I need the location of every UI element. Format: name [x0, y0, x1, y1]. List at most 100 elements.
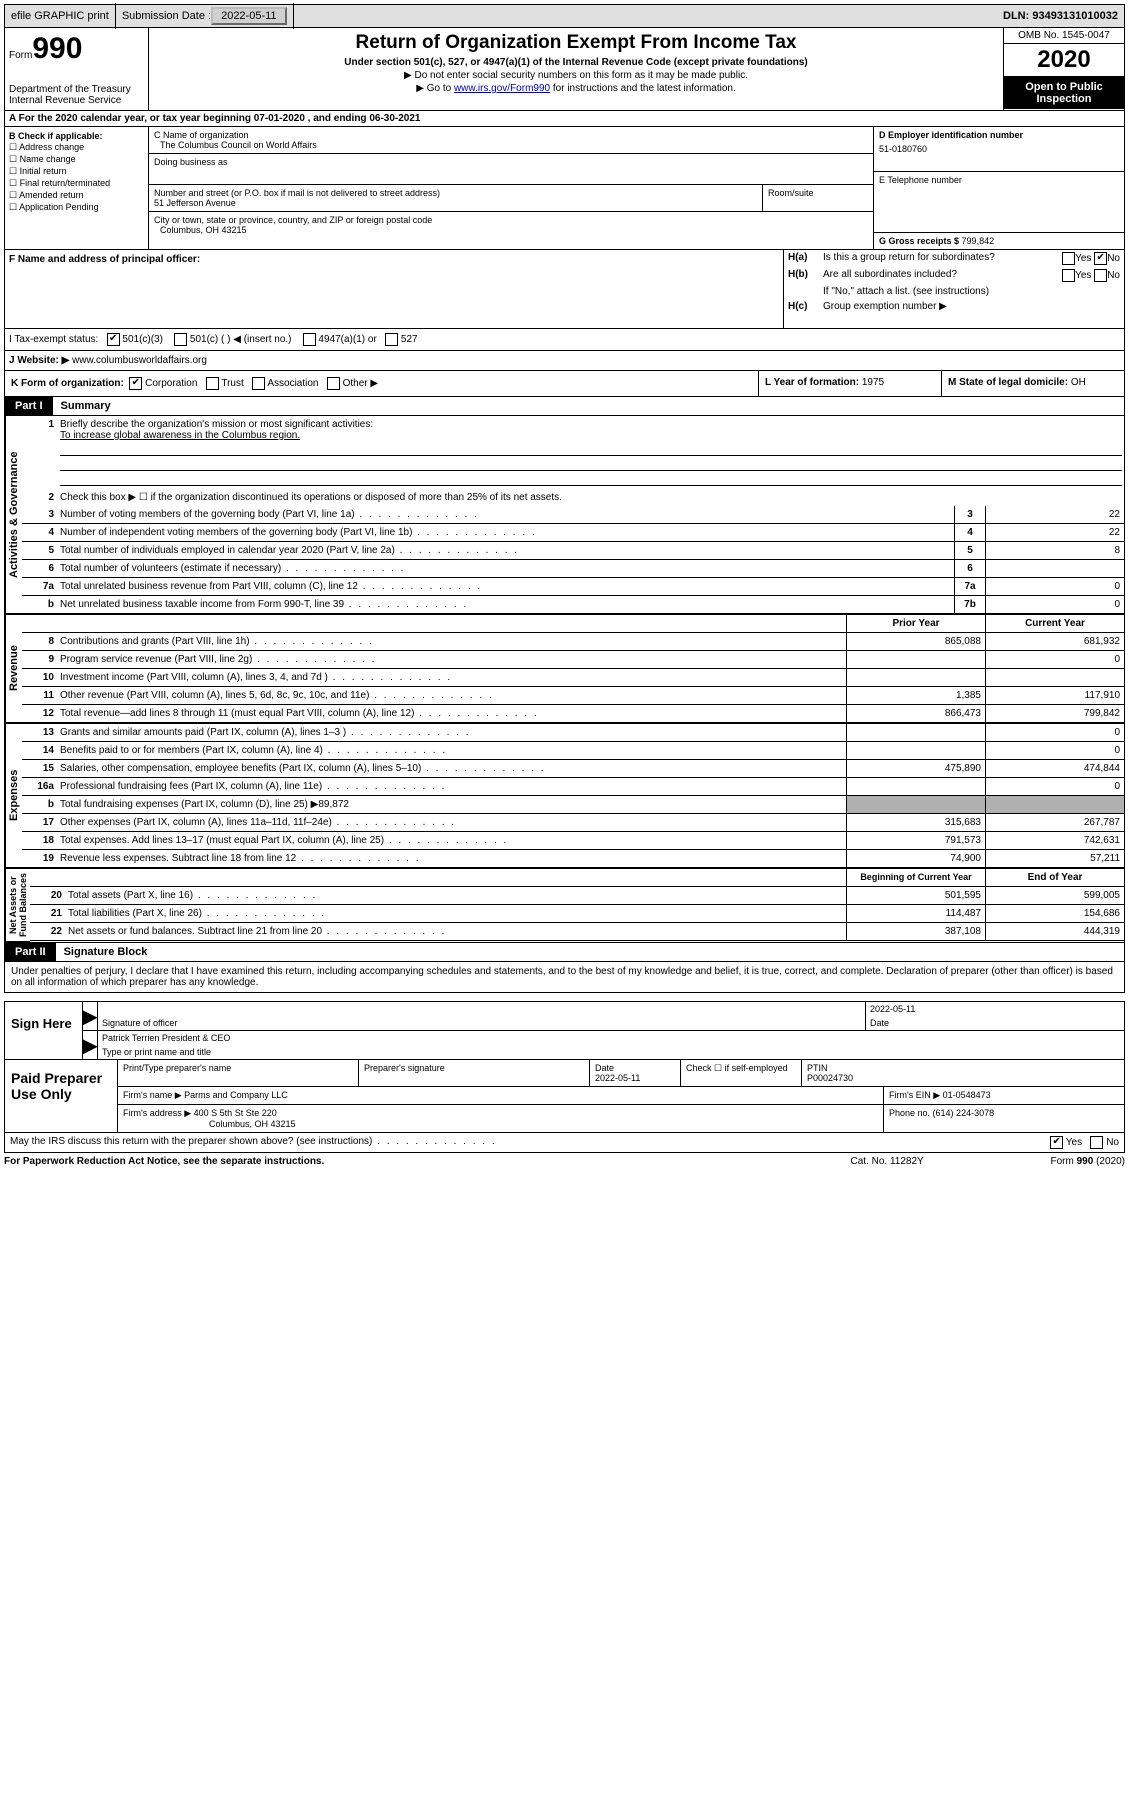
- row-22: 22Net assets or fund balances. Subtract …: [30, 923, 1124, 941]
- sign-arrow-1: ▶: [83, 1002, 98, 1030]
- phone-lbl: Phone no.: [889, 1108, 933, 1118]
- row-curr: 474,844: [985, 760, 1124, 777]
- i-501c-check[interactable]: [174, 333, 187, 346]
- sig-date-label: Date: [870, 1018, 1120, 1028]
- ein-cell: D Employer identification number 51-0180…: [874, 127, 1124, 172]
- hb-yes-check[interactable]: [1062, 269, 1075, 282]
- header-prior-year: Prior Year: [846, 615, 985, 632]
- chk-initial-return[interactable]: ☐ Initial return: [9, 166, 144, 177]
- row-21: 21Total liabilities (Part X, line 26)114…: [30, 905, 1124, 923]
- row-text: Other revenue (Part VIII, column (A), li…: [58, 687, 846, 704]
- row-18: 18Total expenses. Add lines 13–17 (must …: [22, 832, 1124, 850]
- k-opt-1: Trust: [221, 378, 243, 389]
- activities-inner: 1 Briefly describe the organization's mi…: [22, 416, 1124, 614]
- row-text: Contributions and grants (Part VIII, lin…: [58, 633, 846, 650]
- section-fh: F Name and address of principal officer:…: [4, 250, 1125, 329]
- row-prior: 791,573: [846, 832, 985, 849]
- street-label: Number and street (or P.O. box if mail i…: [154, 188, 757, 198]
- dept-treasury: Department of the Treasury Internal Reve…: [9, 84, 144, 106]
- chk-pending[interactable]: ☐ Application Pending: [9, 202, 144, 213]
- k-other-check[interactable]: [327, 377, 340, 390]
- top-bar: efile GRAPHIC print Submission Date : 20…: [4, 4, 1125, 28]
- k-trust-check[interactable]: [206, 377, 219, 390]
- discuss-no-check[interactable]: [1090, 1136, 1103, 1149]
- mission-line-2: [60, 456, 1122, 471]
- i-opt-0: 501(c)(3): [122, 334, 163, 345]
- row-19: 19Revenue less expenses. Subtract line 1…: [22, 850, 1124, 868]
- row-num: 15: [22, 760, 58, 777]
- ein-value: 51-0180760: [879, 140, 1119, 154]
- tel-cell: E Telephone number: [874, 172, 1124, 233]
- summary-row-5: 5Total number of individuals employed in…: [22, 542, 1124, 560]
- ha-label: H(a): [788, 252, 823, 265]
- prep-right: Print/Type preparer's name Preparer's si…: [118, 1060, 1124, 1132]
- summary-activities-gov: Activities & Governance 1 Briefly descri…: [4, 416, 1125, 615]
- col-de: D Employer identification number 51-0180…: [874, 127, 1124, 249]
- i-opt-1: 501(c) ( ) ◀ (insert no.): [190, 334, 292, 345]
- tel-label: E Telephone number: [879, 175, 1119, 185]
- hb-no-check[interactable]: [1094, 269, 1107, 282]
- goto-post: for instructions and the latest informat…: [550, 83, 736, 94]
- prep-date-lbl: Date: [595, 1063, 614, 1073]
- row-prior: [846, 796, 985, 813]
- row-box-label: 7a: [954, 578, 985, 595]
- city-label: City or town, state or province, country…: [154, 215, 868, 225]
- city-value: Columbus, OH 43215: [154, 225, 868, 235]
- chk-final-return[interactable]: ☐ Final return/terminated: [9, 178, 144, 189]
- chk-address-change[interactable]: ☐ Address change: [9, 142, 144, 153]
- row-12: 12Total revenue—add lines 8 through 11 (…: [22, 705, 1124, 723]
- row-curr: 0: [985, 742, 1124, 759]
- ha-yes: Yes: [1075, 253, 1091, 264]
- submission-date-button[interactable]: 2022-05-11: [211, 7, 286, 25]
- chk-label-1: Name change: [20, 154, 76, 164]
- row-prior: [846, 742, 985, 759]
- row-text: Professional fundraising fees (Part IX, …: [58, 778, 846, 795]
- rev-hdr-pad-txt: [58, 615, 846, 632]
- prep-row-1: Print/Type preparer's name Preparer's si…: [118, 1060, 1124, 1087]
- m-label: M State of legal domicile:: [948, 377, 1071, 388]
- sig-officer-label: Signature of officer: [102, 1018, 861, 1028]
- form-number: 990: [32, 32, 82, 65]
- ha-yes-check[interactable]: [1062, 252, 1075, 265]
- col-c-orginfo: C Name of organization The Columbus Coun…: [149, 127, 874, 249]
- street-cell: Number and street (or P.O. box if mail i…: [149, 185, 763, 211]
- mission-line-3: [60, 471, 1122, 486]
- row-curr: 267,787: [985, 814, 1124, 831]
- q2-num: 2: [22, 489, 58, 506]
- i-4947-check[interactable]: [303, 333, 316, 346]
- row-box-label: 6: [954, 560, 985, 577]
- row-box-label: 4: [954, 524, 985, 541]
- vert-netassets: Net Assets orFund Balances: [5, 869, 30, 942]
- k-assoc-check[interactable]: [252, 377, 265, 390]
- phone-val: (614) 224-3078: [933, 1108, 995, 1118]
- row-text: Total expenses. Add lines 13–17 (must eq…: [58, 832, 846, 849]
- discuss-yes-check[interactable]: [1050, 1136, 1063, 1149]
- row-curr: [985, 669, 1124, 686]
- row-num: 12: [22, 705, 58, 722]
- prep-ptin-val: P00024730: [807, 1073, 853, 1083]
- prep-row-3: Firm's address ▶ 400 S 5th St Ste 220 Co…: [118, 1105, 1124, 1132]
- h-b-row: H(b) Are all subordinates included? Yes …: [784, 267, 1124, 284]
- chk-amended[interactable]: ☐ Amended return: [9, 190, 144, 201]
- footer-right: Form 990 (2020): [1051, 1156, 1125, 1167]
- row-num: 21: [30, 905, 66, 922]
- row-box-value: 0: [985, 596, 1124, 613]
- row-prior: [846, 651, 985, 668]
- form-title-box: Return of Organization Exempt From Incom…: [149, 28, 1004, 110]
- irs-link[interactable]: www.irs.gov/Form990: [454, 83, 550, 94]
- k-corp-check[interactable]: [129, 377, 142, 390]
- footer-mid: Cat. No. 11282Y: [851, 1156, 1051, 1167]
- i-527-check[interactable]: [385, 333, 398, 346]
- ha-no-check[interactable]: [1094, 252, 1107, 265]
- chk-name-change[interactable]: ☐ Name change: [9, 154, 144, 165]
- row-9: 9Program service revenue (Part VIII, lin…: [22, 651, 1124, 669]
- i-501c3-check[interactable]: [107, 333, 120, 346]
- row-prior: [846, 669, 985, 686]
- summary-row-7b: bNet unrelated business taxable income f…: [22, 596, 1124, 614]
- row-curr: 742,631: [985, 832, 1124, 849]
- row-text: Investment income (Part VIII, column (A)…: [58, 669, 846, 686]
- summary-row-4: 4Number of independent voting members of…: [22, 524, 1124, 542]
- row-text: Total fundraising expenses (Part IX, col…: [58, 796, 846, 813]
- part-1-title: Summary: [53, 397, 119, 415]
- j-value: www.columbusworldaffairs.org: [72, 355, 207, 366]
